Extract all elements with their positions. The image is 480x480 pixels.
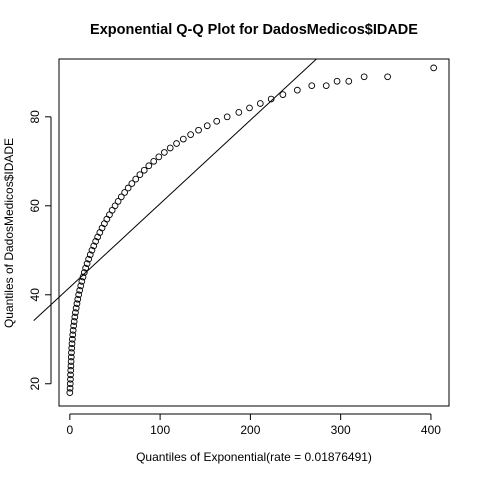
qq-point (140, 166, 148, 174)
plot-area-border (58, 58, 450, 407)
qq-point (333, 77, 341, 85)
y-tick-label: 80 (28, 110, 42, 124)
qq-point (67, 375, 74, 383)
qq-point (66, 380, 74, 388)
qq-point (73, 300, 81, 308)
qq-point (179, 135, 187, 143)
qq-point (74, 295, 82, 303)
qq-point (308, 82, 316, 90)
qq-point (195, 126, 202, 134)
qq-point (78, 278, 86, 285)
qq-point (145, 162, 153, 170)
qq-point (117, 193, 125, 201)
qq-point (235, 109, 243, 116)
x-axis: 0 100 200 300 400 (66, 413, 441, 437)
qq-point (279, 91, 287, 98)
qq-point (293, 86, 301, 94)
qq-point (86, 251, 94, 259)
qq-point (166, 144, 174, 152)
qq-point (173, 140, 180, 147)
qq-point (124, 184, 132, 192)
qq-point (69, 335, 76, 343)
qq-point (77, 282, 85, 290)
qq-point (223, 113, 231, 121)
qq-point (345, 77, 353, 85)
qq-point (322, 82, 330, 90)
qq-point (68, 344, 76, 352)
qq-point (92, 238, 100, 245)
qq-point (161, 149, 168, 156)
qq-point (136, 171, 144, 179)
qq-point (67, 353, 75, 361)
qq-point (69, 331, 77, 339)
data-points (66, 64, 438, 397)
qq-point (67, 367, 75, 374)
qq-point (360, 73, 368, 81)
qq-point (90, 242, 98, 250)
qq-point (66, 384, 74, 392)
qq-point (246, 104, 253, 112)
x-tick-label: 200 (240, 423, 260, 437)
qq-point (114, 198, 122, 205)
qq-point (72, 309, 79, 316)
qq-point (67, 362, 75, 370)
qq-point (68, 349, 75, 356)
x-tick-label: 0 (66, 423, 73, 437)
qq-point (88, 246, 96, 254)
y-axis-label: Quantiles of DadosMedicos$IDADE (2, 138, 16, 328)
qq-point (430, 64, 438, 72)
qq-point (384, 73, 391, 81)
x-axis-label: Quantiles of Exponential(rate = 0.018764… (136, 450, 372, 464)
qq-point (150, 157, 158, 165)
qq-point (203, 122, 211, 130)
y-axis: 20 40 60 80 (28, 110, 52, 391)
qq-point (67, 371, 74, 379)
y-tick-label: 20 (28, 377, 42, 391)
qq-point (69, 327, 77, 334)
x-tick-label: 100 (150, 423, 170, 437)
qq-reference-line (33, 59, 318, 322)
qq-point (132, 175, 140, 183)
qq-point (121, 189, 128, 196)
qq-point (187, 131, 194, 138)
qq-point (71, 313, 79, 321)
qq-point (68, 340, 76, 348)
qq-point (111, 202, 119, 210)
qq-point (256, 100, 264, 107)
qq-point (128, 180, 136, 187)
qq-point (70, 322, 77, 330)
qq-point (79, 273, 87, 281)
x-tick-label: 300 (331, 423, 351, 437)
qq-point (213, 117, 221, 125)
chart-title: Exponential Q-Q Plot for DadosMedicos$ID… (90, 22, 418, 38)
qq-point (83, 260, 91, 267)
qq-point (70, 318, 78, 325)
y-tick-label: 40 (28, 288, 42, 302)
qq-point (155, 153, 163, 161)
qq-point (82, 264, 89, 272)
qq-point (80, 269, 88, 276)
qq-point (76, 286, 84, 294)
reference-line-group (33, 59, 318, 322)
x-tick-label: 400 (421, 423, 441, 437)
qq-point (66, 389, 74, 397)
qq-point (267, 95, 275, 103)
qq-point (72, 304, 80, 312)
qq-point (67, 358, 75, 365)
y-tick-label: 60 (28, 199, 42, 213)
qq-point (85, 255, 92, 263)
qq-point (75, 291, 83, 299)
